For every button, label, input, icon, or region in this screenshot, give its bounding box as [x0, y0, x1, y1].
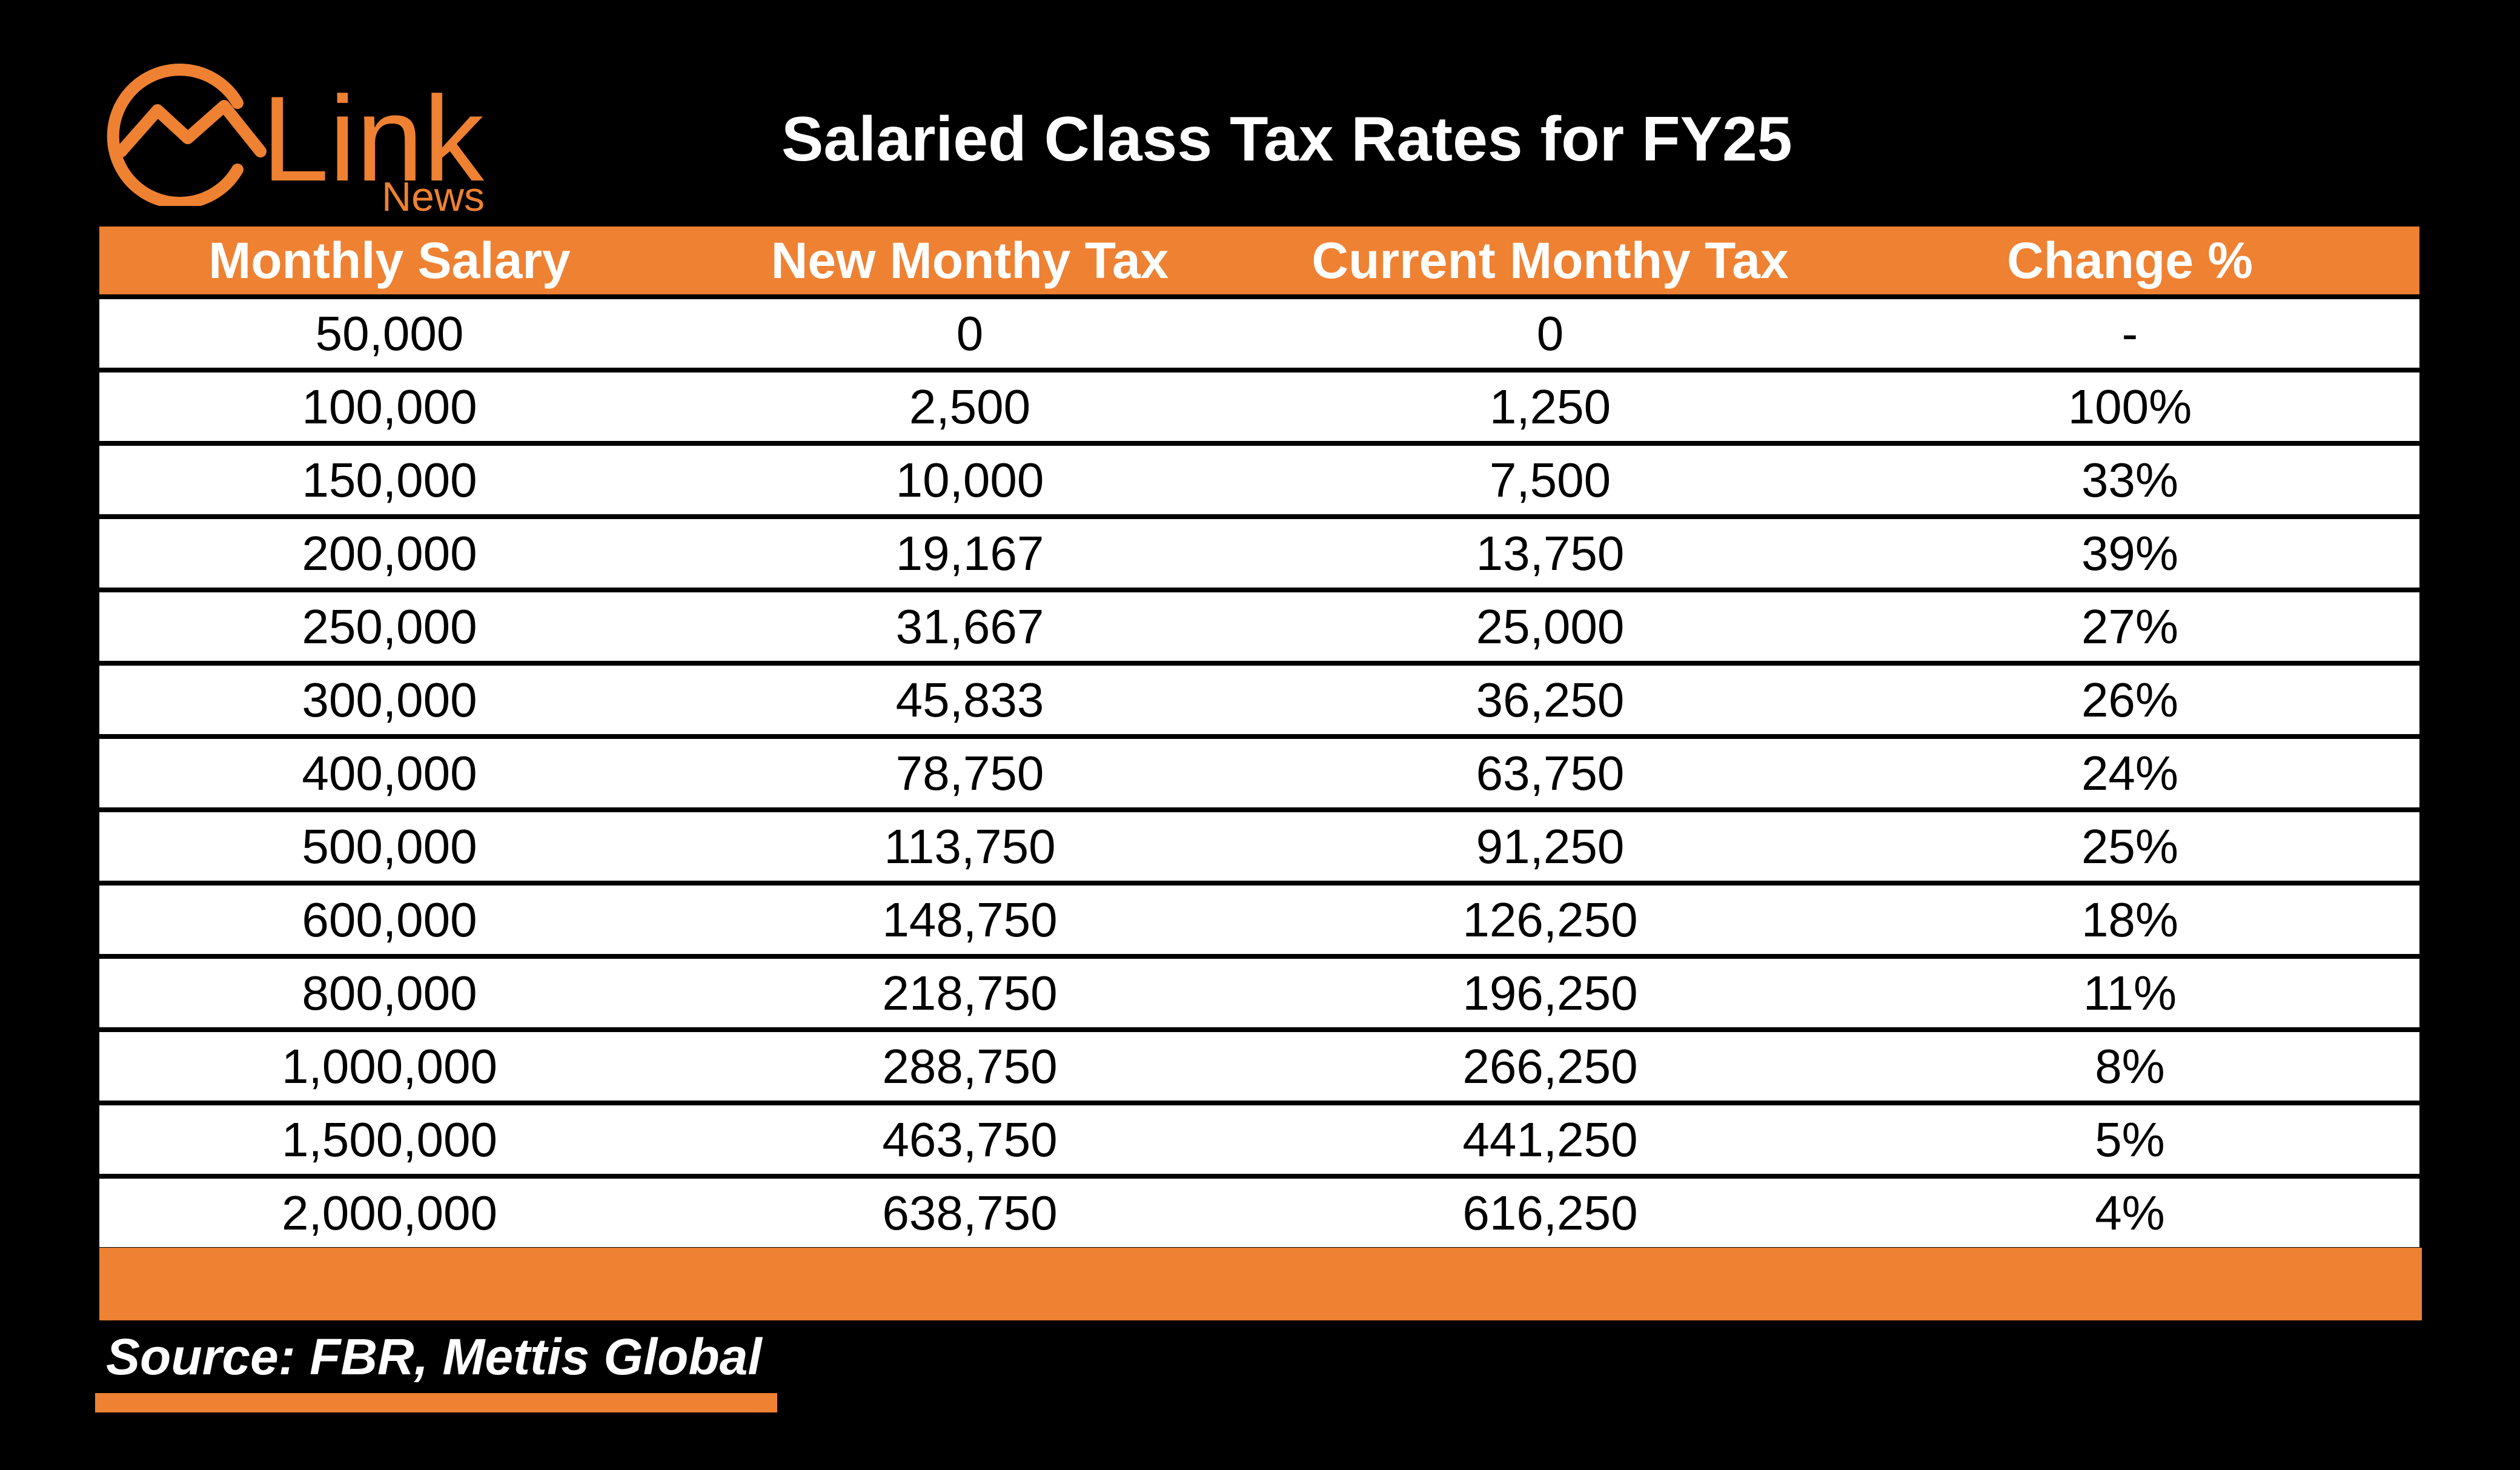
table-cell: 25%	[1840, 807, 2419, 883]
table-cell: 63,750	[1260, 734, 1840, 810]
table-cell: 31,667	[680, 588, 1260, 663]
table-row: 1,500,000 463,750 441,250 5%	[99, 1101, 2419, 1176]
table-cell: 39%	[1840, 514, 2419, 590]
table-cell: 500,000	[99, 807, 680, 883]
column-header: Monthly Salary	[99, 227, 680, 297]
table-cell: 0	[680, 294, 1260, 370]
source-note: Source: FBR, Mettis Global	[106, 1328, 762, 1385]
table-row: 600,000 148,750 126,250 18%	[99, 881, 2419, 956]
table-cell: 150,000	[99, 441, 680, 517]
table-cell: 4%	[1840, 1174, 2419, 1247]
table-cell: 26%	[1840, 661, 2419, 737]
table-cell: 616,250	[1260, 1174, 1840, 1247]
table-cell: 10,000	[680, 441, 1260, 517]
table-cell: 78,750	[680, 734, 1260, 810]
table-cell: 266,250	[1260, 1027, 1840, 1103]
table-cell: 11%	[1840, 954, 2419, 1030]
table-cell: 600,000	[99, 881, 680, 956]
source-underline	[95, 1393, 777, 1412]
table-cell: 200,000	[99, 514, 680, 590]
table-cell: 13,750	[1260, 514, 1840, 590]
table-cell: 463,750	[680, 1101, 1260, 1176]
table-cell: 100%	[1840, 368, 2419, 443]
table-body: 50,000 0 0-100,000 2,500 1,250 100% 150,000 10,…	[99, 294, 2419, 1247]
table-cell: 441,250	[1260, 1101, 1840, 1176]
table-cell: 148,750	[680, 881, 1260, 956]
table-cell: 45,833	[680, 661, 1260, 737]
table-cell: 50,000	[99, 294, 680, 370]
table-row: 400,000 78,750 63,750 24%	[99, 734, 2419, 810]
brand-sub: News	[382, 174, 485, 220]
table-cell: 5%	[1840, 1101, 2419, 1176]
table-cell: 1,250	[1260, 368, 1840, 443]
table-cell: 300,000	[99, 661, 680, 737]
table-cell: 218,750	[680, 954, 1260, 1030]
table-row: 150,000 10,000 7,500 33%	[99, 441, 2419, 517]
table-row: 200,000 19,167 13,750 39%	[99, 514, 2419, 590]
table-cell: 1,500,000	[99, 1101, 680, 1176]
table-cell: 126,250	[1260, 881, 1840, 956]
tax-rates-table: Monthly Salary New Monthy Tax Current Mont…	[99, 227, 2419, 1247]
table-cell: 91,250	[1260, 807, 1840, 883]
table-cell: 27%	[1840, 588, 2419, 663]
table-cell: 250,000	[99, 588, 680, 663]
table-cell: 33%	[1840, 441, 2419, 517]
brand-logo: Link News	[103, 61, 503, 220]
table-cell: 800,000	[99, 954, 680, 1030]
table-cell: 25,000	[1260, 588, 1840, 663]
table-row: 800,000 218,750 196,250 11%	[99, 954, 2419, 1030]
table-cell: 2,000,000	[99, 1174, 680, 1247]
table-row: 2,000,000 638,750 616,250 4%	[99, 1174, 2419, 1247]
table-header-row: Monthly Salary New Monthy Tax Current Mont…	[99, 227, 2419, 297]
table-row: 500,000 113,750 91,250 25%	[99, 807, 2419, 883]
table-cell: 0	[1260, 294, 1840, 370]
table-row: 250,000 31,667 25,000 27%	[99, 588, 2419, 663]
table-cell: 1,000,000	[99, 1027, 680, 1103]
chart-line-icon	[107, 64, 267, 206]
table-cell: 288,750	[680, 1027, 1260, 1103]
table-cell: 18%	[1840, 881, 2419, 956]
table-cell: 100,000	[99, 368, 680, 443]
brand-name: Link	[262, 71, 484, 207]
column-header: Change %	[1840, 227, 2419, 297]
footer-bar	[99, 1248, 2422, 1320]
table-cell: 638,750	[680, 1174, 1260, 1247]
table-cell: 113,750	[680, 807, 1260, 883]
table-cell: 196,250	[1260, 954, 1840, 1030]
table-cell: 2,500	[680, 368, 1260, 443]
table-cell: 19,167	[680, 514, 1260, 590]
table-row: 50,000 0 0-	[99, 294, 2419, 370]
column-header: Current Monthy Tax	[1260, 227, 1840, 297]
table-cell: -	[1840, 294, 2419, 370]
table-cell: 24%	[1840, 734, 2419, 810]
table-cell: 7,500	[1260, 441, 1840, 517]
table-cell: 8%	[1840, 1027, 2419, 1103]
table-row: 300,000 45,833 36,250 26%	[99, 661, 2419, 737]
table-row: 1,000,000 288,750 266,250 8%	[99, 1027, 2419, 1103]
column-header: New Monthy Tax	[680, 227, 1260, 297]
page-title: Salaried Class Tax Rates for FY25	[781, 104, 1792, 174]
table-cell: 400,000	[99, 734, 680, 810]
table-row: 100,000 2,500 1,250 100%	[99, 368, 2419, 443]
table-cell: 36,250	[1260, 661, 1840, 737]
